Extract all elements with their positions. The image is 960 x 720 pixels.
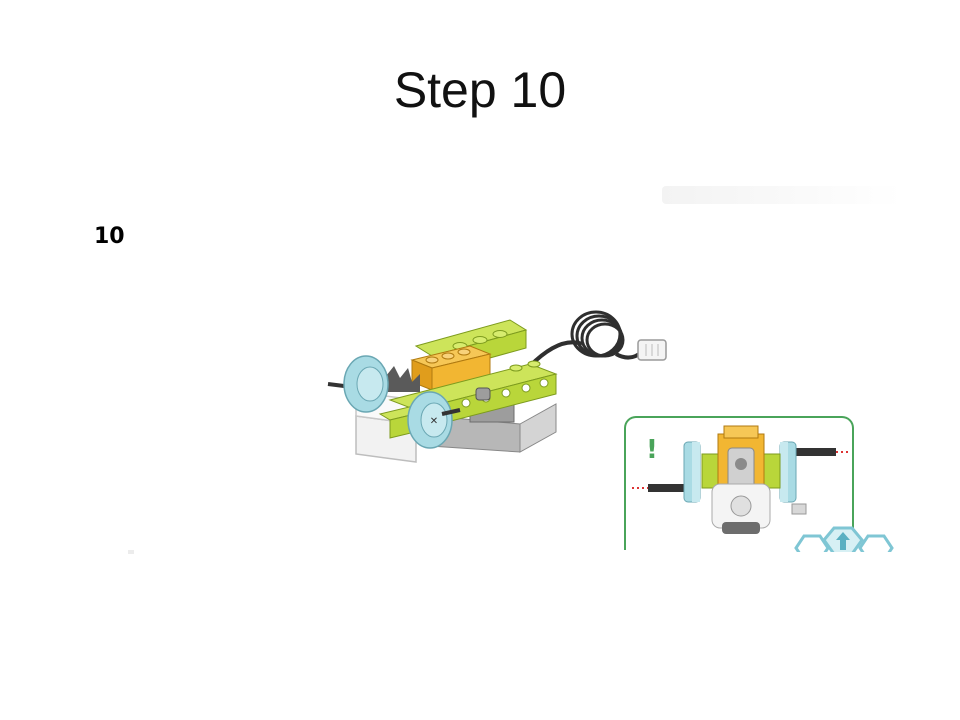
page-title: Step 10 [393,62,567,118]
svg-text:✕: ✕ [430,416,438,427]
step-number-label: 10 [94,224,125,249]
exclamation-icon: ! [646,435,658,465]
faint-header-strip [662,186,902,204]
lego-model-icon: ✕ [320,296,700,476]
inset-illustration: ! [632,425,848,534]
scan-artifact [128,550,134,554]
hex-up-arrow-icon [794,526,894,552]
inset-callout-panel: ! [624,416,854,550]
